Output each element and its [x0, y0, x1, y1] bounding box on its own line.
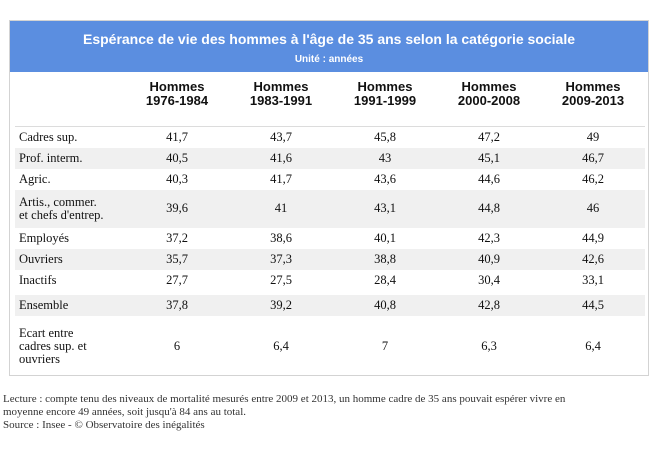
table-cell: 41,7: [270, 171, 292, 186]
table-cell: 27,5: [270, 272, 292, 287]
row-label: Agric.: [19, 171, 51, 186]
table-title: Espérance de vie des hommes à l'âge de 3…: [82, 31, 575, 47]
table-cell: 33,1: [582, 272, 604, 287]
column-header: Hommes 1991-1999: [333, 80, 437, 127]
table-cell: 40,8: [333, 294, 437, 316]
table-cell: 39,2: [229, 294, 333, 316]
table-cell: 41: [229, 189, 333, 228]
table-cell: 40,3: [166, 171, 188, 186]
table-cell: 46: [541, 189, 645, 228]
row-label: Ensemble: [15, 294, 125, 316]
table-cell: 49: [586, 129, 600, 144]
column-header: Hommes 2009-2013: [541, 80, 645, 127]
reading-note-line: moyenne encore 49 années, soit jusqu'à 8…: [3, 406, 246, 418]
source-note: Source : Insee - © Observatoire des inég…: [3, 419, 205, 431]
table-cell: 28,4: [374, 272, 396, 287]
spacer-row: [15, 315, 645, 320]
table-cell: 6,3: [481, 339, 497, 353]
row-label: Cadres sup.: [19, 129, 78, 144]
column-header: Hommes 1976-1984: [125, 80, 229, 127]
table-row: Artis., commer. et chefs d'entrep. 39,6 4…: [15, 189, 645, 228]
table-cell: 42,6: [541, 248, 645, 270]
table-cell: 40,5: [125, 147, 229, 169]
table-row: Ouvriers 35,7 37,3 38,8 40,9 42,6: [15, 248, 645, 270]
table-cell: 43,1: [333, 189, 437, 228]
table-row: Employés 37,2 38,6 40,1 42,3 44,9: [15, 228, 645, 249]
table-cell: 44,8: [437, 189, 541, 228]
life-expectancy-table: Hommes 1976-1984 Hommes 1983-1991 Hommes 19…: [15, 80, 645, 374]
table-cell: 43: [333, 147, 437, 169]
table-cell: 38,8: [333, 248, 437, 270]
row-label: Employés: [19, 230, 69, 245]
table-cell: 30,4: [478, 272, 500, 287]
table-cell: 41,7: [166, 129, 188, 144]
table-cell: 38,6: [270, 230, 292, 245]
header-row: Hommes 1976-1984 Hommes 1983-1991 Hommes 19…: [15, 80, 645, 127]
table-notes: Lecture : compte tenu des niveaux de mor…: [3, 393, 655, 432]
table-cell: 44,5: [541, 294, 645, 316]
table-cell: 43,6: [374, 171, 396, 186]
table-cell: 39,6: [125, 189, 229, 228]
table-row: Ecart entre cadres sup. et ouvriers 6 6,4 …: [15, 320, 645, 374]
spacer-row: [15, 290, 645, 295]
table-row: Ensemble 37,8 39,2 40,8 42,8 44,5: [15, 294, 645, 316]
table-cell: 45,1: [437, 147, 541, 169]
row-label: Artis., commer. et chefs d'entrep.: [15, 189, 125, 228]
column-header-label: [15, 80, 125, 127]
table-header: Espérance de vie des hommes à l'âge de 3…: [10, 21, 648, 72]
table-row: Inactifs 27,7 27,5 28,4 30,4 33,1: [15, 270, 645, 291]
column-header: Hommes 2000-2008: [437, 80, 541, 127]
row-label: Prof. interm.: [15, 147, 125, 169]
table-cell: 37,2: [166, 230, 188, 245]
column-header: Hommes 1983-1991: [229, 80, 333, 127]
table-cell: 6,4: [585, 339, 601, 353]
row-label: Ouvriers: [15, 248, 125, 270]
table-panel: Espérance de vie des hommes à l'âge de 3…: [9, 20, 649, 376]
table-cell: 37,8: [125, 294, 229, 316]
table-cell: 42,3: [478, 230, 500, 245]
table-cell: 47,2: [478, 129, 500, 144]
table-cell: 43,7: [270, 129, 292, 144]
table-cell: 44,6: [478, 171, 500, 186]
reading-note-line: Lecture : compte tenu des niveaux de mor…: [3, 393, 566, 405]
table-row: Prof. interm. 40,5 41,6 43 45,1 46,7: [15, 147, 645, 169]
table-cell: 45,8: [374, 129, 396, 144]
table-unit: Unité : années: [294, 54, 364, 65]
table-cell: 7: [381, 339, 389, 353]
table-cell: 41,6: [229, 147, 333, 169]
row-label: Inactifs: [19, 272, 57, 287]
table-cell: 46,7: [541, 147, 645, 169]
table-cell: 37,3: [229, 248, 333, 270]
row-label: Ecart entre cadres sup. et ouvriers: [19, 326, 87, 366]
table-cell: 46,2: [582, 171, 604, 186]
table-cell: 6,4: [273, 339, 289, 353]
table-cell: 35,7: [125, 248, 229, 270]
table-row: Cadres sup. 41,7 43,7 45,8 47,2 49: [15, 127, 645, 148]
table-cell: 6: [173, 339, 181, 353]
table-cell: 42,8: [437, 294, 541, 316]
table-cell: 27,7: [166, 272, 188, 287]
table-cell: 40,9: [437, 248, 541, 270]
table-cell: 44,9: [582, 230, 604, 245]
table-cell: 40,1: [374, 230, 396, 245]
table-row: Agric. 40,3 41,7 43,6 44,6 46,2: [15, 169, 645, 190]
